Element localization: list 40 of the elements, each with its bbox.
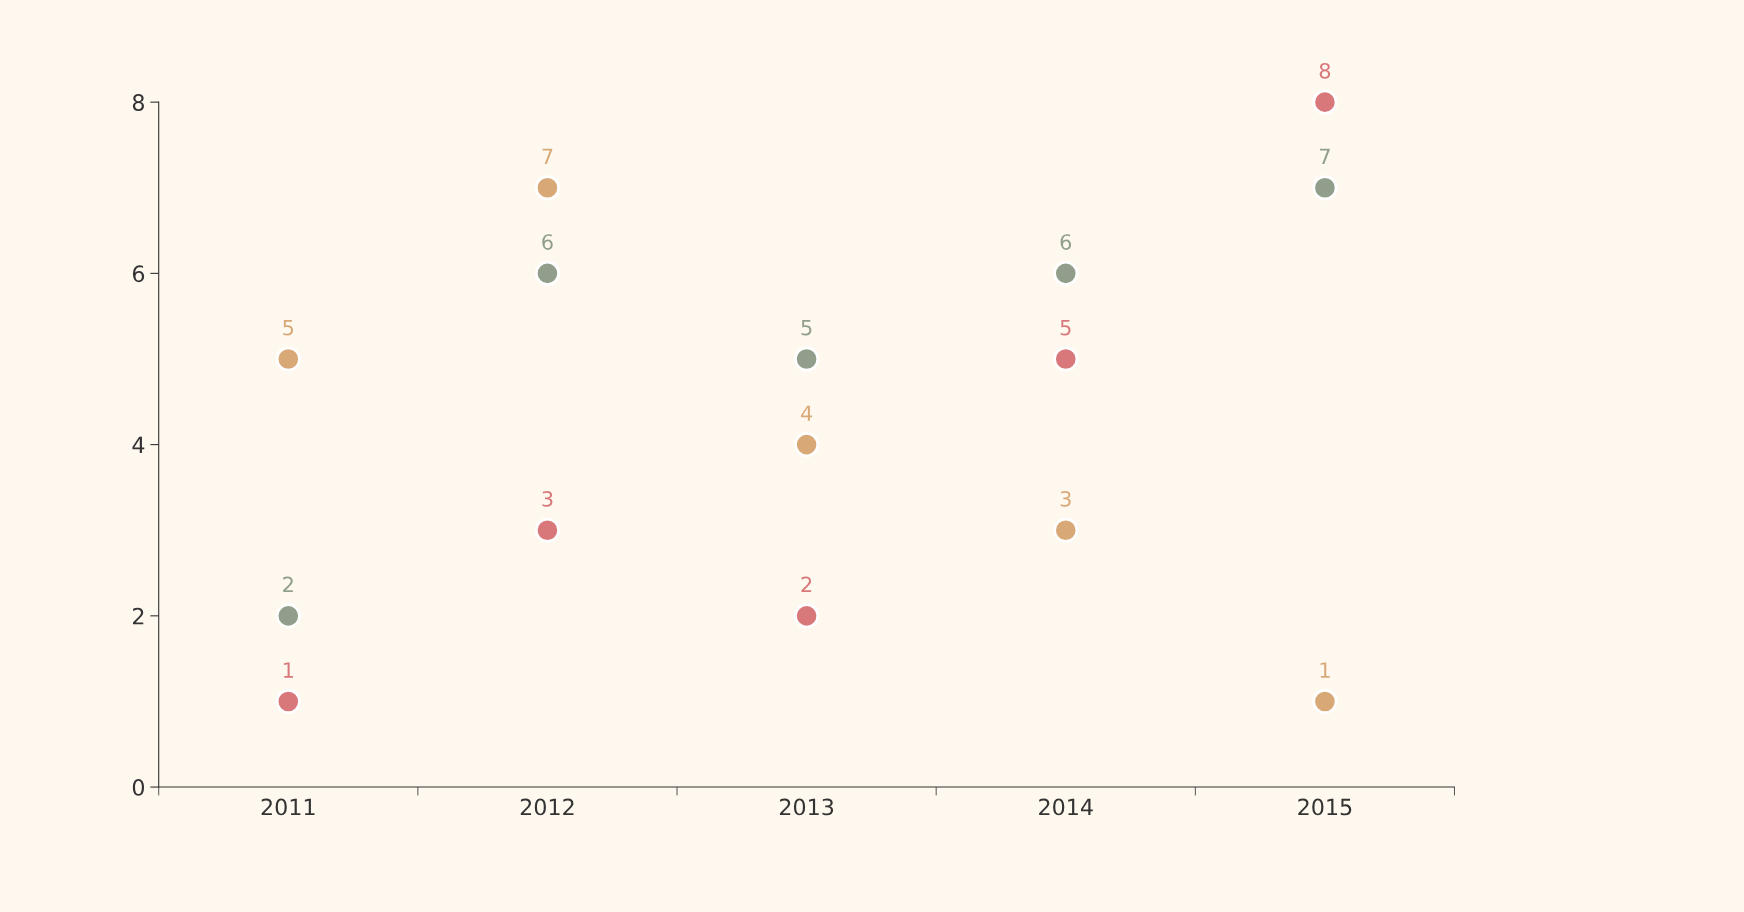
- data-label: 5: [1060, 320, 1071, 336]
- data-label: 6: [542, 234, 553, 250]
- x-tick-label: 2013: [779, 798, 834, 816]
- data-label: 2: [283, 576, 293, 593]
- data-label: 1: [1320, 662, 1330, 678]
- point: [794, 603, 820, 629]
- point: [794, 432, 820, 458]
- point: [1312, 688, 1338, 715]
- data-label: 4: [800, 405, 813, 421]
- y-tick-label: 8: [132, 94, 144, 111]
- point: [534, 175, 561, 201]
- y-tick-label: 0: [132, 779, 145, 796]
- point: [275, 688, 301, 715]
- point: [794, 346, 820, 372]
- data-label: 5: [801, 320, 812, 336]
- point: [1053, 517, 1079, 543]
- data-label: 6: [1060, 234, 1072, 250]
- y-tick-label: 4: [132, 436, 145, 454]
- data-label: 3: [542, 490, 553, 507]
- x-tick-label: 2011: [261, 798, 315, 816]
- point: [1053, 346, 1079, 372]
- data-label: 8: [1319, 62, 1331, 79]
- data-label: 3: [1060, 490, 1071, 507]
- x-tick-label: 2012: [520, 798, 574, 816]
- x-tick-label: 2014: [1039, 798, 1093, 816]
- data-label: 7: [1320, 148, 1330, 164]
- data-label: 1: [283, 662, 293, 678]
- point: [1312, 175, 1338, 201]
- point: [534, 260, 561, 286]
- data-label: 2: [801, 576, 812, 593]
- y-tick-label: 2: [133, 607, 144, 625]
- point: [1053, 260, 1079, 286]
- point: [1312, 89, 1338, 115]
- data-label: 5: [283, 320, 294, 336]
- point: [275, 346, 301, 372]
- y-tick-label: 6: [132, 265, 145, 283]
- x-tick-label: 2015: [1298, 798, 1352, 816]
- point: [275, 603, 301, 629]
- point: [534, 517, 561, 543]
- data-label: 7: [542, 148, 553, 164]
